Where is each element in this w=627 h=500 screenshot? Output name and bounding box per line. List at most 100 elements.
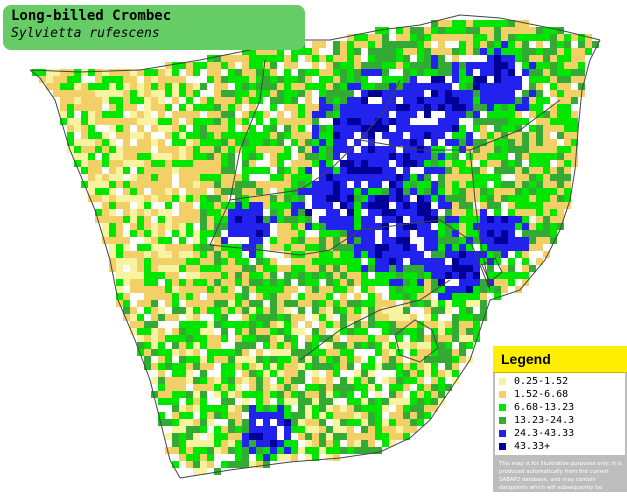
grid-cell (494, 76, 501, 83)
grid-cell (172, 272, 179, 279)
grid-cell (207, 216, 214, 223)
grid-cell (284, 62, 291, 69)
grid-cell (347, 188, 354, 195)
grid-cell (417, 279, 424, 286)
grid-cell (102, 111, 109, 118)
grid-cell (221, 216, 228, 223)
grid-cell (277, 223, 284, 230)
grid-cell (102, 223, 109, 230)
grid-cell (403, 307, 410, 314)
grid-cell (249, 202, 256, 209)
grid-cell (382, 314, 389, 321)
grid-cell (515, 55, 522, 62)
grid-cell (144, 342, 151, 349)
grid-cell (452, 335, 459, 342)
grid-cell (256, 328, 263, 335)
grid-cell (473, 237, 480, 244)
grid-cell (515, 181, 522, 188)
grid-cell (382, 216, 389, 223)
grid-cell (508, 230, 515, 237)
grid-cell (480, 132, 487, 139)
grid-cell (543, 216, 550, 223)
grid-cell (466, 314, 473, 321)
grid-cell (165, 83, 172, 90)
grid-cell (417, 356, 424, 363)
grid-cell (508, 139, 515, 146)
grid-cell (242, 293, 249, 300)
grid-cell (151, 153, 158, 160)
grid-cell (88, 90, 95, 97)
grid-cell (305, 55, 312, 62)
grid-cell (256, 384, 263, 391)
grid-cell (466, 132, 473, 139)
grid-cell (508, 97, 515, 104)
grid-cell (417, 34, 424, 41)
grid-cell (277, 293, 284, 300)
grid-cell (256, 286, 263, 293)
grid-cell (214, 76, 221, 83)
grid-cell (347, 174, 354, 181)
grid-cell (312, 265, 319, 272)
grid-cell (291, 195, 298, 202)
grid-cell (417, 405, 424, 412)
grid-cell (564, 181, 571, 188)
grid-cell (137, 160, 144, 167)
grid-cell (214, 405, 221, 412)
grid-cell (242, 160, 249, 167)
grid-cell (375, 433, 382, 440)
legend-label: 1.52-6.68 (514, 389, 569, 400)
grid-cell (592, 41, 599, 48)
grid-cell (291, 181, 298, 188)
grid-cell (466, 41, 473, 48)
grid-cell (277, 181, 284, 188)
grid-cell (319, 83, 326, 90)
grid-cell (501, 188, 508, 195)
grid-cell (354, 188, 361, 195)
grid-cell (193, 335, 200, 342)
grid-cell (368, 426, 375, 433)
grid-cell (277, 132, 284, 139)
grid-cell (214, 356, 221, 363)
grid-cell (424, 349, 431, 356)
grid-cell (312, 62, 319, 69)
grid-cell (88, 181, 95, 188)
grid-cell (235, 216, 242, 223)
grid-cell (452, 223, 459, 230)
grid-cell (305, 48, 312, 55)
grid-cell (473, 27, 480, 34)
grid-cell (368, 167, 375, 174)
grid-cell (333, 97, 340, 104)
grid-cell (151, 328, 158, 335)
grid-cell (116, 272, 123, 279)
grid-cell (585, 48, 592, 55)
grid-cell (284, 244, 291, 251)
grid-cell (375, 349, 382, 356)
grid-cell (165, 349, 172, 356)
grid-cell (277, 279, 284, 286)
grid-cell (459, 76, 466, 83)
grid-cell (291, 90, 298, 97)
grid-cell (193, 279, 200, 286)
grid-cell (270, 69, 277, 76)
grid-cell (452, 370, 459, 377)
grid-cell (445, 139, 452, 146)
grid-cell (207, 363, 214, 370)
grid-cell (340, 41, 347, 48)
grid-cell (396, 209, 403, 216)
grid-cell (529, 55, 536, 62)
grid-cell (424, 342, 431, 349)
grid-cell (480, 27, 487, 34)
grid-cell (158, 146, 165, 153)
grid-cell (284, 286, 291, 293)
grid-cell (186, 230, 193, 237)
grid-cell (151, 139, 158, 146)
grid-cell (410, 300, 417, 307)
grid-cell (228, 279, 235, 286)
grid-cell (487, 34, 494, 41)
grid-cell (375, 426, 382, 433)
grid-cell (263, 426, 270, 433)
grid-cell (515, 83, 522, 90)
grid-cell (235, 139, 242, 146)
grid-cell (578, 69, 585, 76)
grid-cell (214, 244, 221, 251)
